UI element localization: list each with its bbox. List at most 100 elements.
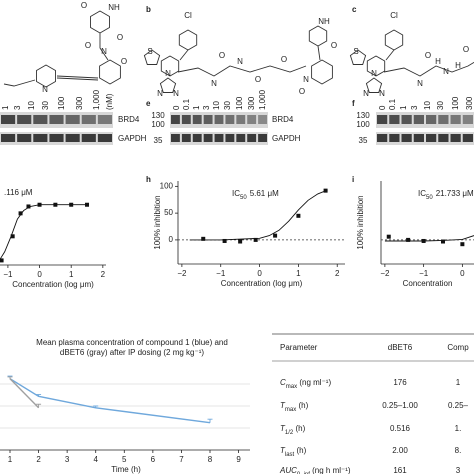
ic50-value: .116 μM (4, 188, 33, 197)
bond-chain (99, 33, 109, 61)
bond-ring (90, 10, 110, 34)
atom-label: N (363, 89, 369, 98)
bond-ring (365, 77, 383, 93)
bond-chain (179, 49, 189, 61)
lane-label: 3 (13, 105, 22, 110)
blot-band (426, 134, 437, 142)
table-cell: 3 (456, 466, 461, 474)
x-tick-label: 0 (37, 270, 42, 279)
parameter-unit: (h) (294, 446, 306, 455)
x-tick-label: 3 (65, 455, 70, 464)
bond-chain (56, 75, 99, 79)
blot-band (236, 115, 246, 124)
blot-band (389, 134, 400, 142)
protein-label: GAPDH (272, 134, 301, 143)
lane-label: 0.1 (182, 98, 191, 110)
ic50-label: IC50 5.61 μM (232, 189, 279, 200)
atom-label: N (157, 89, 163, 98)
data-point (441, 239, 445, 244)
blot-band (214, 134, 224, 142)
blot-band (438, 134, 449, 142)
lane-label: 100 (451, 96, 460, 110)
data-point (222, 238, 227, 243)
parameter-subscript: 0–inf (297, 472, 310, 474)
atom-label: NH (108, 3, 120, 12)
blot-band (97, 134, 112, 142)
unit-label: (nM) (105, 93, 114, 110)
lane-label: 0 (172, 105, 181, 110)
data-point (26, 204, 31, 209)
bond-chain (383, 61, 474, 77)
atom-label: N (165, 69, 171, 78)
ic50-value: 5.61 μM (250, 189, 279, 198)
bond-chain (177, 65, 307, 77)
atom-label: O (81, 1, 87, 10)
x-tick-label: 1 (296, 269, 301, 278)
data-point (10, 234, 15, 239)
x-tick-label: −1 (419, 269, 429, 278)
table-header: Parameter (280, 343, 318, 352)
y-axis-label: 100% inhibition (356, 195, 365, 249)
blot-band (214, 115, 224, 124)
y-tick-label: 100 (160, 181, 174, 190)
table-cell: 1 (456, 378, 461, 387)
parameter-unit: (h) (296, 401, 308, 410)
ic50-symbol: IC (232, 189, 240, 198)
bond-ring (178, 29, 198, 51)
data-point (69, 202, 74, 207)
atom-label: S (353, 47, 358, 56)
protein-label: BRD4 (118, 115, 140, 124)
x-tick-label: 7 (179, 455, 184, 464)
x-tick-label: −2 (177, 269, 187, 278)
protein-label: GAPDH (118, 134, 147, 143)
atom-label: NH (318, 17, 330, 26)
x-tick-label: 0 (257, 269, 262, 278)
atom-label: O (281, 55, 287, 64)
blot-band (181, 115, 191, 124)
parameter-symbol: T (280, 401, 286, 410)
data-point (406, 237, 411, 242)
bond-ring (349, 49, 367, 65)
atom-label: S (147, 47, 152, 56)
lane-label: 10 (423, 101, 432, 110)
blot-band (258, 115, 267, 124)
atom-label: O (121, 57, 127, 66)
atom-label: O (299, 87, 305, 96)
lane-label: 1 (1, 105, 10, 110)
ic50-symbol: IC (418, 189, 426, 198)
mw-marker: 130 (151, 111, 165, 120)
blot-band (450, 115, 461, 124)
lane-label: 30 (41, 101, 50, 110)
lane-label: 0.1 (388, 98, 397, 110)
atom-label: O (425, 51, 431, 60)
bond-chain (56, 77, 99, 81)
blot-band (17, 134, 32, 142)
blot-band (450, 134, 461, 142)
table-cell: 1. (455, 424, 462, 433)
atom-label: O (85, 41, 91, 50)
blot-band (203, 115, 213, 124)
blot-band (413, 115, 424, 124)
blot-band (192, 115, 202, 124)
blot-band (65, 115, 80, 124)
blot-band (192, 134, 202, 142)
x-tick-label: 9 (236, 455, 241, 464)
lane-label: 30 (436, 101, 445, 110)
data-point (201, 236, 206, 241)
atom-label: N (237, 57, 243, 66)
lane-label: 10 (27, 101, 36, 110)
x-tick-label: 4 (93, 455, 98, 464)
atom-label: N (443, 67, 449, 76)
blot-band (462, 115, 473, 124)
y-axis-label: 100% inhibition (153, 195, 162, 249)
blot-band (33, 115, 48, 124)
data-point (421, 238, 426, 243)
data-point (296, 213, 301, 218)
blot-band (462, 134, 473, 142)
atom-label: N (417, 79, 423, 88)
lane-label: 30 (223, 101, 232, 110)
blot-band (97, 115, 112, 124)
atom-label: O (331, 41, 337, 50)
